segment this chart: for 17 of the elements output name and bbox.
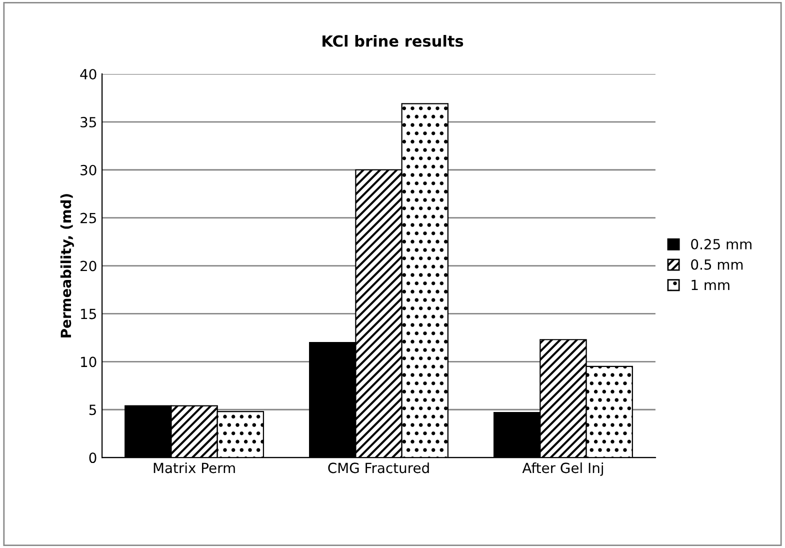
legend-label: 0.5 mm bbox=[691, 259, 743, 270]
y-tick-label: 10 bbox=[81, 356, 96, 368]
x-tick-label: Matrix Perm bbox=[154, 462, 235, 474]
x-tick-label: After Gel Inj bbox=[522, 462, 603, 476]
y-tick-label: 25 bbox=[80, 212, 96, 224]
y-tick-label: 5 bbox=[89, 404, 96, 416]
y-tick-label: 30 bbox=[80, 164, 96, 176]
y-tick-label: 20 bbox=[80, 260, 96, 272]
legend-label: 1 mm bbox=[692, 280, 730, 290]
chart-title: KCl brine results bbox=[322, 34, 464, 47]
x-tick-label: CMG Fractured bbox=[328, 462, 429, 474]
y-tick-label: 0 bbox=[89, 452, 96, 464]
y-tick-label: 35 bbox=[80, 116, 96, 128]
y-axis-title: Permeability, (md) bbox=[60, 194, 74, 338]
legend-label: 0.25 mm bbox=[691, 238, 752, 250]
y-tick-label: 40 bbox=[80, 68, 96, 80]
y-tick-label: 15 bbox=[81, 308, 96, 320]
